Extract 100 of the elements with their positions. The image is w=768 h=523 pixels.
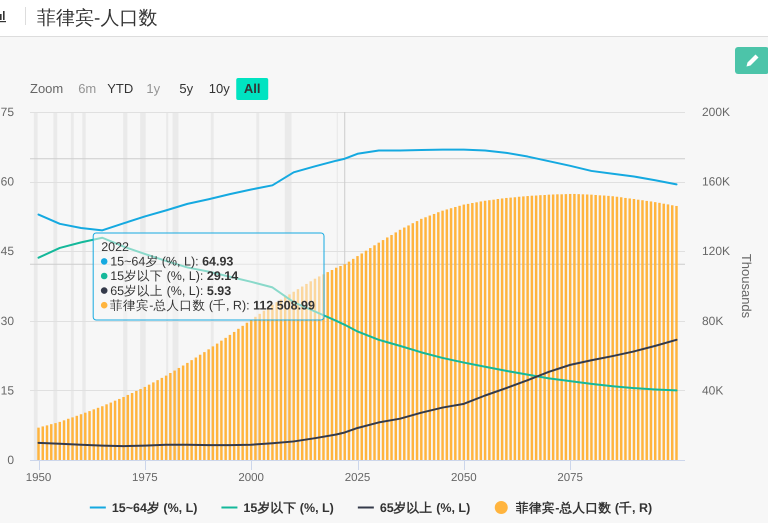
bar: [54, 423, 57, 460]
bar: [624, 198, 627, 460]
text: 5y: [179, 81, 194, 96]
legend-label: 65岁以上 (%, L): [380, 501, 470, 515]
bar: [101, 406, 104, 460]
bar: [428, 216, 432, 460]
bar: [92, 409, 96, 460]
y2-tick-label: 200K: [702, 105, 730, 119]
bar: [424, 217, 427, 460]
bar: [466, 204, 470, 460]
bar: [598, 195, 602, 460]
bar: [394, 232, 398, 460]
bar: [216, 344, 218, 460]
bar: [344, 264, 346, 460]
bar: [654, 202, 656, 460]
bar: [658, 202, 661, 460]
bar: [220, 340, 223, 460]
legend-label: 15~64岁 (%, L): [112, 501, 198, 515]
bar: [420, 218, 423, 460]
bar: [390, 235, 393, 460]
bar: [641, 200, 644, 460]
bar: [500, 198, 504, 460]
bar: [169, 373, 172, 460]
y-tick-label: 60: [0, 174, 14, 189]
bar: [198, 354, 202, 460]
bar: [67, 418, 70, 460]
bar: [203, 352, 206, 460]
bar: [636, 200, 640, 460]
bar: [454, 207, 457, 460]
text: 10y: [208, 81, 230, 96]
bar: [573, 194, 576, 460]
bar: [88, 411, 91, 460]
bar: [407, 225, 410, 460]
bar: [262, 310, 266, 460]
bar: [671, 205, 674, 460]
bar: [432, 214, 436, 460]
bar: [437, 212, 440, 460]
bar: [564, 194, 568, 460]
bar: [458, 206, 461, 460]
bar: [650, 201, 652, 460]
bar: [139, 389, 142, 460]
bar: [505, 198, 508, 460]
y2-tick-label: 40K: [702, 383, 724, 398]
bar: [76, 416, 78, 460]
legend-label: 15岁以下 (%, L): [243, 501, 334, 515]
x-tick-label: 2000: [238, 472, 264, 484]
bar: [130, 393, 134, 460]
line-series: [38, 338, 678, 448]
bar: [182, 366, 184, 460]
bar: [352, 258, 354, 460]
bar: [403, 228, 406, 460]
y-tick-label: 45: [0, 244, 14, 258]
bar: [241, 326, 244, 460]
y-tick-label: 75: [0, 105, 14, 119]
bar: [135, 390, 138, 460]
bar: [105, 404, 108, 460]
line-series: [38, 148, 678, 232]
bar: [530, 196, 534, 460]
bar: [462, 204, 466, 460]
bar: [441, 210, 444, 460]
bar: [122, 397, 125, 460]
bar: [266, 308, 270, 460]
bar: [582, 194, 584, 460]
bar: [488, 200, 491, 460]
bar: [496, 199, 500, 460]
bar: [271, 304, 274, 460]
bar: [80, 414, 82, 460]
bar: [194, 358, 198, 460]
bar: [369, 248, 372, 460]
text: Zoom: [30, 81, 64, 96]
bar: [590, 194, 593, 460]
bar: [382, 240, 384, 460]
bar: [543, 195, 546, 460]
bar: [518, 196, 520, 460]
bar: [186, 362, 189, 460]
bar: [318, 276, 320, 460]
bar: [144, 386, 146, 460]
bar: [607, 196, 610, 460]
bar: [632, 199, 636, 460]
bar: [71, 417, 74, 460]
bar: [539, 195, 542, 460]
bar: [148, 384, 150, 460]
bar: [568, 194, 572, 460]
bar: [84, 412, 87, 460]
bar: [480, 201, 482, 460]
bar: [475, 202, 478, 460]
y2-tick-label: 160K: [702, 174, 730, 189]
y2-axis-title: Thousands: [739, 254, 754, 319]
bar: [556, 194, 559, 460]
bar: [232, 332, 236, 460]
x-tick-label: 2075: [557, 472, 583, 484]
bar: [484, 200, 486, 460]
bar: [228, 334, 232, 460]
bar: [314, 278, 316, 460]
bar: [398, 230, 402, 460]
bar: [662, 204, 665, 460]
bar: [446, 209, 448, 460]
bar: [514, 197, 516, 460]
bar: [42, 426, 44, 460]
bar: [62, 420, 66, 460]
